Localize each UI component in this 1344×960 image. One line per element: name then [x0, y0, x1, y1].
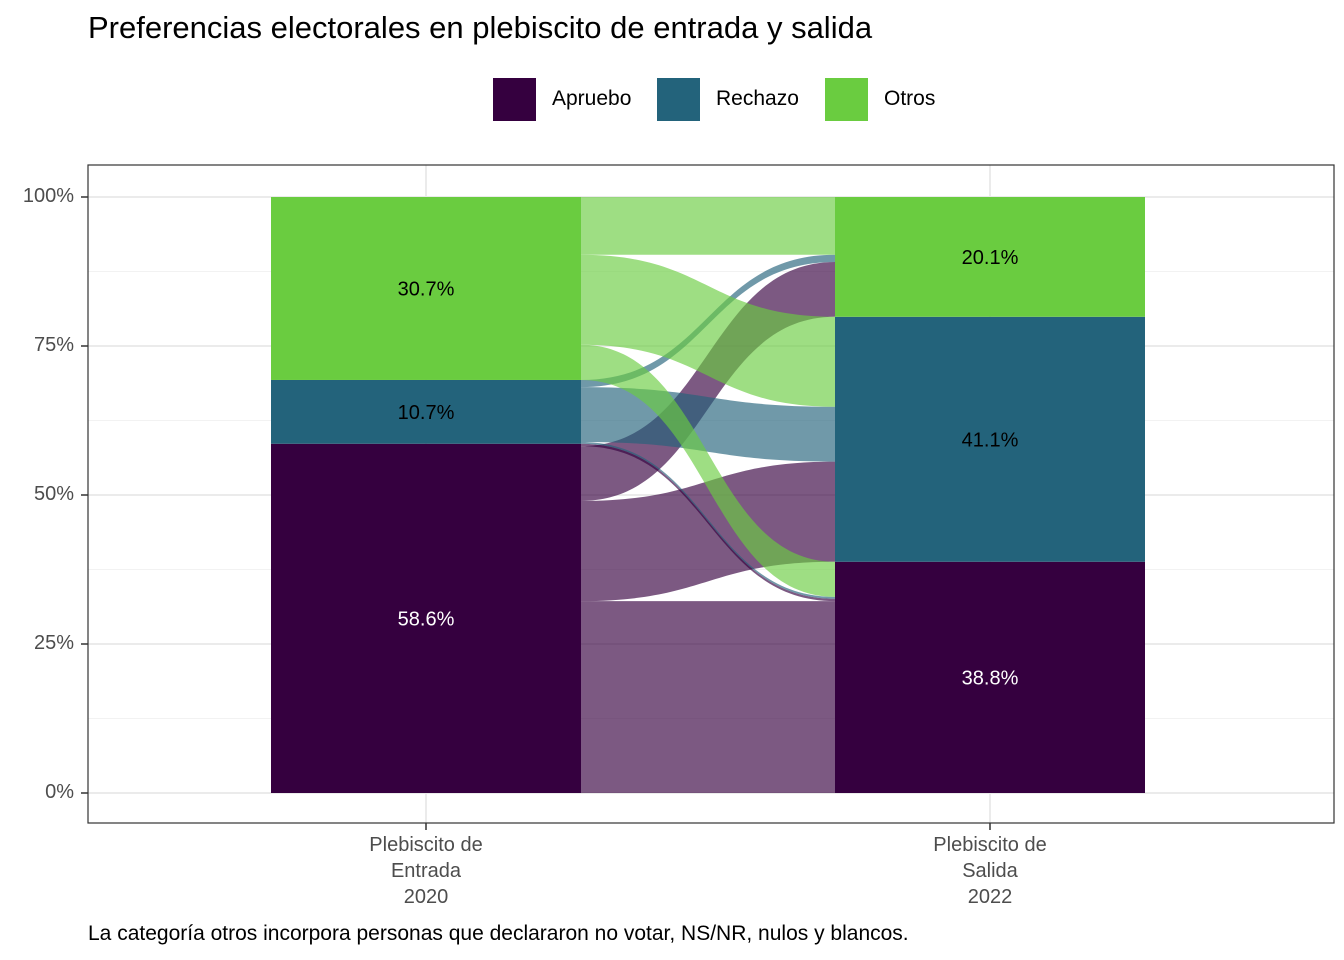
legend-swatch-apruebo [493, 78, 536, 121]
x-tick-label-line: Plebiscito de [933, 834, 1047, 856]
legend-label-otros: Otros [884, 87, 936, 110]
x-tick-label-line: 2020 [403, 886, 449, 908]
chart-caption: La categoría otros incorpora personas qu… [88, 922, 909, 945]
x-tick-label-line: Plebiscito de [369, 834, 483, 856]
legend-label-rechazo: Rechazo [716, 87, 799, 110]
data-label-otros-entrada: 30.7% [398, 278, 455, 300]
data-label-apruebo-entrada: 58.6% [398, 608, 455, 630]
y-tick-label: 0% [45, 781, 74, 803]
flow-apruebo-to-apruebo [581, 443, 835, 602]
flow-rechazo-to-apruebo [581, 441, 835, 599]
bar-segment-otros-entrada [271, 197, 581, 380]
bar-segment-apruebo-salida [835, 561, 1145, 793]
plot-border [87, 164, 1335, 824]
data-label-apruebo-salida: 38.8% [962, 667, 1019, 689]
flow-apruebo-to-apruebo [581, 601, 835, 793]
x-tick-label-line: Entrada [390, 860, 462, 882]
y-tick-label: 50% [33, 483, 74, 505]
legend-label-apruebo: Apruebo [552, 87, 632, 110]
y-tick-label: 25% [33, 632, 74, 654]
bar-segment-rechazo-salida [835, 316, 1145, 562]
x-tick-label: Plebiscito de Entrada 2020 [326, 832, 526, 910]
y-tick-label: 75% [33, 334, 74, 356]
data-label-rechazo-salida: 41.1% [962, 429, 1019, 451]
x-tick-label-line: 2022 [967, 886, 1013, 908]
bar-segment-otros-salida [835, 197, 1145, 317]
flow-otros-to-rechazo [581, 254, 835, 407]
bar-segment-apruebo-entrada [271, 443, 581, 793]
x-tick-label-line: Salida [962, 860, 1018, 882]
bar-segment-rechazo-entrada [271, 379, 581, 444]
chart-title: Preferencias electorales en plebiscito d… [88, 10, 873, 45]
legend-swatch-otros [825, 78, 868, 121]
flow-otros-to-otros [581, 197, 835, 255]
data-label-rechazo-entrada: 10.7% [398, 402, 455, 424]
x-tick-label: Plebiscito de Salida 2022 [890, 832, 1090, 910]
data-label-otros-salida: 20.1% [962, 247, 1019, 269]
flow-rechazo-to-rechazo [581, 387, 835, 462]
y-tick-label: 100% [22, 185, 74, 207]
flow-apruebo-to-rechazo [581, 461, 835, 602]
legend-swatch-rechazo [657, 78, 700, 121]
flow-otros-to-apruebo [581, 344, 835, 597]
